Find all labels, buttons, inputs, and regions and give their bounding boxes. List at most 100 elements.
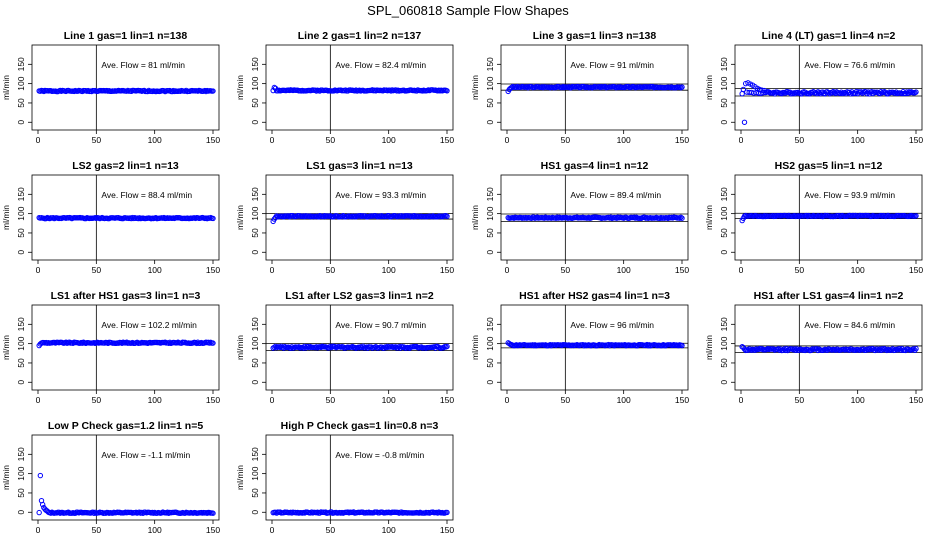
y-tick-label: 100	[250, 336, 260, 350]
x-tick-label: 150	[440, 395, 454, 405]
x-tick-label: 150	[909, 135, 923, 145]
y-tick-label: 0	[250, 510, 260, 515]
data-point	[913, 346, 919, 352]
x-tick-label: 0	[36, 135, 41, 145]
panel-title: HS1 after LS1 gas=4 lin=1 n=2	[754, 290, 904, 302]
x-tick-label: 100	[851, 395, 865, 405]
average-flow-annotation: Ave. Flow = 96 ml/min	[570, 320, 654, 330]
panel-7: HS1 gas=4 lin=1 n=12 0 50 100 150 0 50 100 150 ml…	[470, 160, 689, 275]
x-tick-label: 150	[206, 525, 220, 535]
x-tick-label: 100	[617, 265, 631, 275]
data-point	[825, 90, 832, 96]
average-flow-annotation: Ave. Flow = 91 ml/min	[570, 60, 654, 70]
average-flow-annotation: Ave. Flow = -0.8 ml/min	[335, 450, 424, 460]
data-point	[913, 213, 919, 219]
panel-10: LS1 after LS2 gas=3 lin=1 n=2 0 50 100 150 0 5…	[235, 290, 454, 405]
y-tick-label: 50	[719, 358, 729, 368]
x-tick-label: 0	[739, 135, 744, 145]
plot-frame	[265, 44, 454, 131]
x-tick-label: 0	[36, 525, 41, 535]
x-tick-label: 150	[675, 395, 689, 405]
y-tick-label: 150	[719, 317, 729, 331]
y-tick-label: 50	[250, 228, 260, 238]
x-tick-label: 50	[326, 135, 336, 145]
y-axis-label: ml/min	[704, 75, 714, 100]
panel-11: HS1 after HS2 gas=4 lin=1 n=3 0 50 100 150 0 5…	[470, 290, 689, 405]
data-point	[36, 509, 42, 516]
x-tick-label: 150	[909, 265, 923, 275]
panel-12: HS1 after LS1 gas=4 lin=1 n=2 0 50 100 150 0 5…	[704, 290, 923, 405]
x-tick-label: 100	[382, 395, 396, 405]
y-tick-label: 0	[16, 510, 26, 515]
panel-title: Low P Check gas=1.2 lin=1 n=5	[48, 420, 203, 432]
x-tick-label: 150	[206, 135, 220, 145]
average-flow-annotation: Ave. Flow = 90.7 ml/min	[335, 320, 426, 330]
x-tick-label: 150	[440, 525, 454, 535]
y-axis-label: ml/min	[470, 75, 480, 100]
y-tick-label: 0	[250, 250, 260, 255]
x-tick-label: 0	[36, 395, 41, 405]
data-point	[679, 215, 685, 221]
x-tick-label: 100	[382, 265, 396, 275]
y-axis-label: ml/min	[235, 465, 245, 490]
x-tick-label: 0	[270, 525, 275, 535]
x-tick-label: 0	[505, 135, 510, 145]
x-tick-label: 50	[561, 265, 571, 275]
data-point	[759, 87, 765, 93]
panel-14: High P Check gas=1 lin=0.8 n=3 0 50 100 150 0…	[235, 420, 454, 535]
panel-9: LS1 after HS1 gas=3 lin=1 n=3 0 50 100 150 0 5…	[1, 290, 220, 405]
y-tick-label: 50	[485, 358, 495, 368]
x-tick-label: 50	[92, 265, 102, 275]
panel-8: HS2 gas=5 lin=1 n=12 0 50 100 150 0 50 100 150 ml…	[704, 160, 923, 275]
y-tick-label: 50	[485, 228, 495, 238]
data-point	[878, 88, 884, 95]
panel-13: Low P Check gas=1.2 lin=1 n=5 0 50 100 150 0 5…	[1, 420, 220, 535]
x-tick-label: 50	[326, 525, 336, 535]
data-point	[678, 214, 684, 220]
y-tick-label: 150	[485, 57, 495, 71]
y-tick-label: 100	[719, 206, 729, 220]
y-tick-label: 0	[16, 120, 26, 125]
y-tick-label: 150	[16, 447, 26, 461]
data-point	[752, 347, 758, 353]
x-tick-label: 100	[148, 525, 162, 535]
panel-grid: Line 1 gas=1 lin=1 n=138 0 50 100 150 0 50 100 1…	[1, 30, 923, 535]
plot-frame	[31, 304, 220, 391]
y-tick-label: 0	[485, 250, 495, 255]
data-point	[913, 89, 919, 95]
plot-frame	[734, 304, 923, 391]
y-tick-label: 100	[485, 206, 495, 220]
data-point	[210, 215, 216, 222]
y-tick-label: 100	[485, 76, 495, 90]
y-tick-label: 150	[485, 317, 495, 331]
y-tick-label: 0	[719, 120, 729, 125]
y-tick-label: 100	[16, 206, 26, 220]
data-point	[444, 509, 450, 516]
y-tick-label: 0	[485, 120, 495, 125]
y-tick-label: 50	[250, 488, 260, 498]
y-tick-label: 100	[250, 76, 260, 90]
plot-frame	[734, 174, 923, 261]
y-tick-label: 100	[16, 336, 26, 350]
panel-1: Line 1 gas=1 lin=1 n=138 0 50 100 150 0 50 100 1…	[1, 30, 220, 145]
y-axis-label: ml/min	[470, 335, 480, 360]
y-tick-label: 150	[250, 447, 260, 461]
data-point	[679, 342, 685, 349]
y-tick-label: 100	[16, 76, 26, 90]
y-axis-label: ml/min	[235, 75, 245, 100]
data-point	[444, 213, 450, 220]
y-axis-label: ml/min	[1, 465, 11, 490]
figure-title: SPL_060818 Sample Flow Shapes	[367, 3, 569, 18]
plot-frame	[500, 44, 689, 131]
x-tick-label: 150	[440, 135, 454, 145]
y-axis-label: ml/min	[704, 335, 714, 360]
y-tick-label: 50	[250, 358, 260, 368]
panel-title: Line 3 gas=1 lin=3 n=138	[533, 30, 657, 42]
x-tick-label: 150	[440, 265, 454, 275]
plot-frame	[265, 434, 454, 521]
x-tick-label: 0	[739, 265, 744, 275]
y-tick-label: 50	[16, 488, 26, 498]
x-tick-label: 50	[92, 395, 102, 405]
data-point	[39, 501, 46, 508]
y-tick-label: 0	[250, 120, 260, 125]
